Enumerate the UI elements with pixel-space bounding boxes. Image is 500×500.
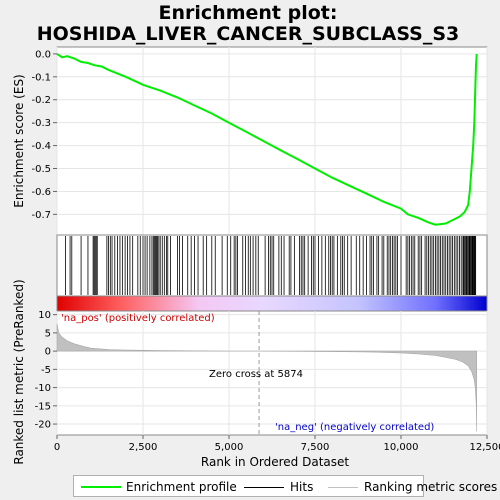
ranking-legend-swatch: [328, 487, 358, 488]
ranked-metric-area: [56, 323, 477, 432]
es-tick-label: -0.7: [31, 210, 51, 221]
zero-cross-label: Zero cross at 5874: [209, 369, 303, 380]
enrichment-legend-label: Enrichment profile: [126, 480, 237, 494]
metric-tick-label: -15: [35, 401, 51, 412]
es-tick-label: -0.2: [31, 95, 51, 106]
hits-legend-swatch: [244, 487, 284, 488]
legend: Enrichment profile Hits Ranking metric s…: [73, 475, 497, 497]
es-tick-label: -0.5: [31, 164, 51, 175]
metric-tick-label: -5: [41, 365, 51, 376]
x-tick-label: 5,000: [215, 442, 244, 453]
metric-tick-label: -20: [35, 420, 51, 431]
metric-tick-label: 10: [38, 310, 51, 321]
es-axis-ticks: 0.0 -0.1 -0.2 -0.3 -0.4 -0.5 -0.6 -0.7: [31, 49, 57, 221]
es-gridlines: [56, 47, 488, 235]
metric-tick-label: 0: [45, 347, 51, 358]
es-tick-label: -0.6: [31, 187, 51, 198]
metric-tick-label: 5: [45, 328, 51, 339]
chart-title-line2: HOSHIDA_LIVER_CANCER_SUBCLASS_S3: [37, 23, 460, 45]
x-tick-label: 7,500: [301, 442, 330, 453]
metric-axis-label: Ranked list metric (PreRanked): [12, 279, 26, 464]
enrichment-legend-swatch: [81, 486, 121, 488]
hits-marks: [65, 236, 477, 295]
es-tick-label: -0.3: [31, 118, 51, 129]
x-tick-label: 10,000: [384, 442, 419, 453]
ranking-color-bar: [56, 295, 488, 312]
x-axis-ticks: 0 2,500 5,000 7,500 10,000 12,500: [54, 435, 500, 453]
metric-axis-ticks: 10 5 0 -5 -10 -15 -20: [35, 310, 57, 431]
neg-correlated-label: 'na_neg' (negatively correlated): [275, 422, 434, 433]
hits-legend-label: Hits: [290, 480, 314, 494]
metric-tick-label: -10: [35, 383, 51, 394]
es-axis-label: Enrichment score (ES): [12, 74, 26, 207]
es-tick-label: 0.0: [35, 49, 51, 60]
x-axis-label: Rank in Ordered Dataset: [201, 455, 349, 469]
x-tick-label: 12,500: [470, 442, 500, 453]
pos-correlated-label: 'na_pos' (positively correlated): [61, 313, 215, 324]
x-tick-label: 2,500: [129, 442, 158, 453]
chart-title-line1: Enrichment plot:: [159, 2, 338, 24]
x-tick-label: 0: [54, 442, 60, 453]
metric-panel: [56, 310, 488, 436]
ranking-legend-label: Ranking metric scores: [364, 480, 498, 494]
es-tick-label: -0.4: [31, 141, 51, 152]
es-tick-label: -0.1: [31, 72, 51, 83]
enrichment-profile-line: [56, 53, 478, 226]
